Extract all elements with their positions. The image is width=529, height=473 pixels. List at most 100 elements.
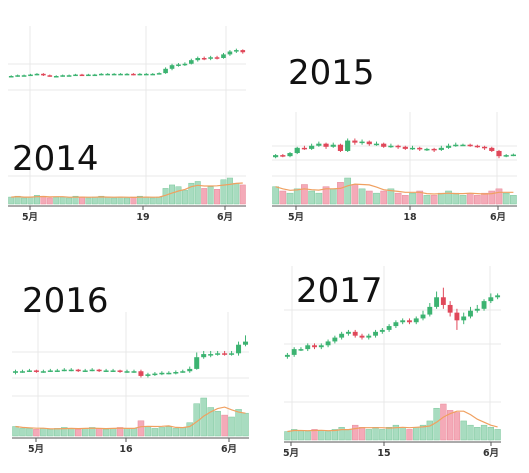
candle-body [434,297,440,307]
volume-bar [345,429,352,441]
volume-bar [460,420,467,441]
candle-body [395,145,401,148]
candle [222,350,228,356]
candle [339,331,345,340]
grid [8,26,246,206]
volume-bar [26,428,33,437]
volume-bar [401,195,409,205]
candle-body [66,75,72,77]
volume-bar [95,428,103,437]
candle [124,369,130,373]
year-label: 2017 [296,271,383,311]
candle [400,318,406,325]
volume-bar [433,407,440,441]
candle [312,343,317,350]
candle-body [195,58,201,61]
volume-bar [423,195,431,205]
candle-body [325,341,331,346]
volume-bar [54,428,61,437]
candle [366,140,372,146]
candle-body [169,65,175,69]
volume-bar [291,429,298,441]
candle [86,73,91,77]
candle [460,143,466,147]
candle [381,142,387,148]
candle [92,73,98,77]
candle-body [287,153,293,157]
candle-body [402,146,408,149]
volume-bar [156,196,163,205]
volume-bar [201,188,208,205]
candle-body [312,345,317,348]
candle [481,299,487,311]
candle [117,369,123,373]
volume-bar [338,427,345,441]
candle-body [294,147,300,154]
candle [137,73,143,76]
candle [143,73,149,76]
volume-bar [143,196,150,205]
candle [474,144,480,148]
candle [373,141,380,146]
volume-bar [318,430,325,441]
year-label: 2014 [12,139,99,179]
volume-bar [72,195,79,205]
candle [309,143,315,150]
volume-bar [88,427,96,437]
volume-bar [293,188,301,205]
volume-bar [214,411,221,437]
volume-bar [33,429,40,437]
x-tick-label: 6月 [490,212,506,223]
candle-body [305,345,311,350]
volume-bar [102,429,110,437]
candle-body [284,354,290,357]
volume-bar [392,424,400,441]
volume-bar [437,192,445,205]
candle [453,142,459,147]
candle [359,333,365,340]
candle [201,56,207,61]
candle-body [381,143,387,147]
x-tick-label: 6月 [483,448,499,459]
candle [208,55,213,61]
volume-bar [406,429,413,441]
candle-body [111,73,117,76]
candle-body [236,344,242,354]
volume-bar [186,422,193,437]
candle [373,329,378,338]
volume-bar [137,420,145,437]
candle [298,347,304,352]
candle [54,368,60,373]
candle-body [420,314,426,319]
candle-body [92,74,98,77]
candle [47,368,53,373]
volume-bar [74,429,82,437]
volume-bar [91,196,98,205]
volume-bars [284,403,501,441]
candle-body [318,345,324,348]
candle [440,287,446,309]
candle-body [280,155,286,157]
candle-body [118,73,123,76]
candle [395,144,401,149]
candle [194,352,200,370]
volume-bar [124,197,130,205]
candle-body [438,147,444,150]
volume-bar [430,195,438,205]
candle-body [431,148,437,151]
candle-body [110,370,116,372]
candle-body [34,73,40,76]
candle-body [15,75,20,77]
volume-bar [324,431,332,441]
candle [103,368,109,373]
candle-body [488,297,494,302]
candle [19,369,25,373]
volume-bar [467,424,474,441]
candle [169,63,175,71]
candle [291,347,297,357]
volume-bar [284,431,291,441]
candle-body [26,370,32,372]
candle-body [86,74,91,77]
candle-body [208,354,214,356]
